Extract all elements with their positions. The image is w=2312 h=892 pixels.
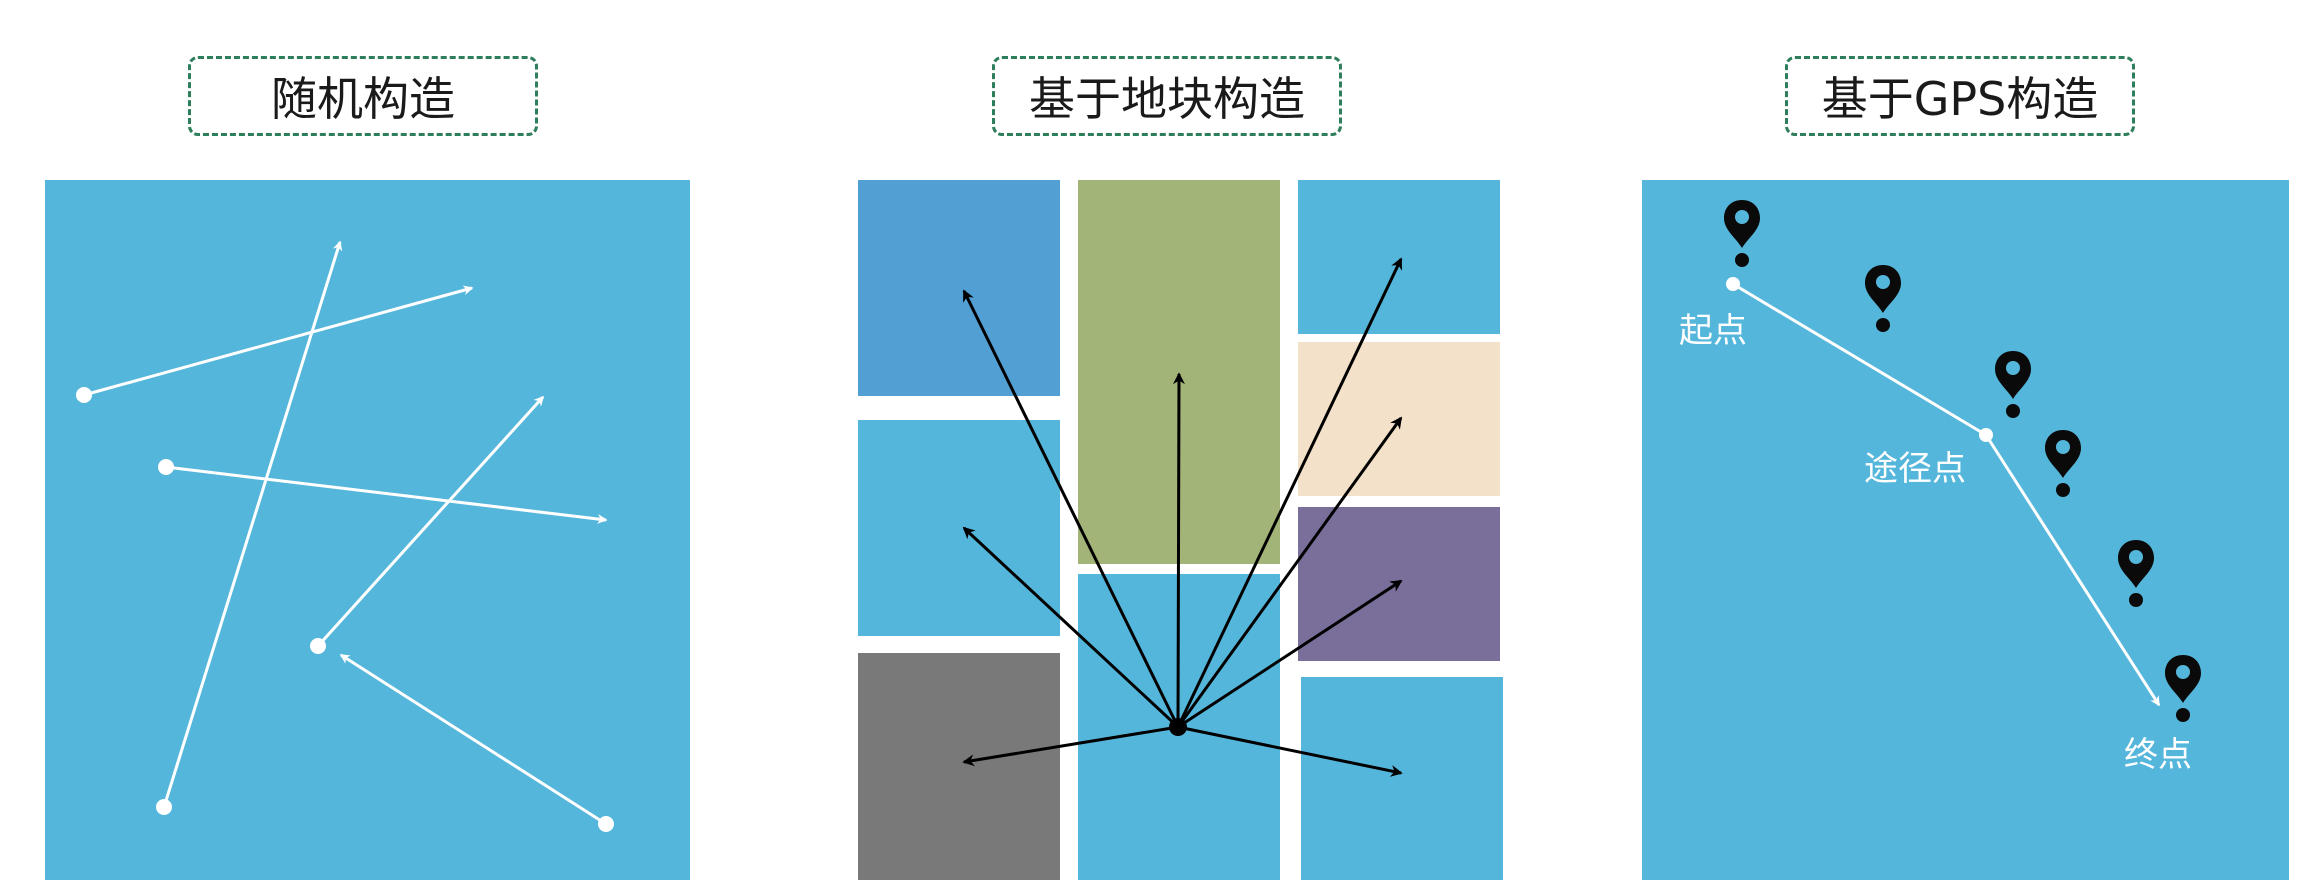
block-arrow	[1176, 416, 1403, 728]
block-arrow	[1177, 579, 1403, 729]
random-arrow-5	[339, 653, 607, 826]
gps-waypoint	[1979, 428, 1993, 442]
random-arrow-1	[83, 285, 474, 397]
gps-label-end: 终点	[2124, 735, 2192, 775]
block-arrow	[1177, 725, 1403, 777]
block-tile	[858, 653, 1060, 880]
panel-title-block: 基于地块构造	[992, 56, 1342, 136]
block-tile	[858, 180, 1060, 396]
random-origin-point	[76, 387, 92, 403]
panel-title-gps: 基于GPS构造	[1785, 56, 2135, 136]
block-tile	[1301, 677, 1503, 880]
block-center-point	[1169, 718, 1187, 736]
random-origin-point	[310, 638, 326, 654]
panel-random-background	[45, 180, 690, 880]
panel-gps-background	[1642, 180, 2289, 880]
gps-start-point	[1726, 277, 1740, 291]
panel-title-block-text: 基于地块构造	[1029, 72, 1305, 126]
random-origin-point	[598, 816, 614, 832]
gps-label-waypoint: 途径点	[1864, 449, 1966, 489]
random-arrow-2	[165, 465, 608, 524]
gps-path-segment	[1984, 434, 2161, 707]
gps-label-start: 起点	[1679, 311, 1747, 351]
panel-title-random: 随机构造	[188, 56, 538, 136]
block-arrow	[962, 725, 1179, 767]
panel-gps: 起点 途径点 终点	[1642, 180, 2289, 880]
block-tile	[1298, 180, 1500, 334]
block-arrow	[1172, 372, 1185, 728]
block-arrow	[1176, 257, 1403, 728]
panel-title-random-text: 随机构造	[271, 72, 455, 126]
random-arrow-4	[316, 395, 545, 648]
panel-title-gps-text: 基于GPS构造	[1821, 72, 2099, 126]
block-arrow	[962, 289, 1180, 728]
random-arrow-3	[162, 240, 343, 808]
random-origin-point	[156, 799, 172, 815]
block-arrow	[962, 526, 1180, 729]
gps-path-segment	[1732, 282, 1987, 437]
panel-random	[45, 180, 690, 880]
panel-block	[858, 180, 1503, 880]
random-origin-point	[158, 459, 174, 475]
block-tile	[858, 420, 1060, 636]
